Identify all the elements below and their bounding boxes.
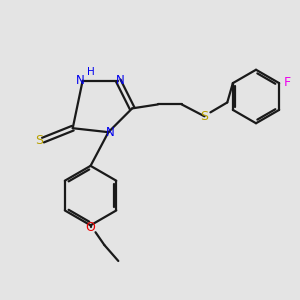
- Text: S: S: [35, 134, 43, 147]
- Text: N: N: [76, 74, 85, 87]
- Text: H: H: [87, 67, 94, 77]
- Text: N: N: [106, 126, 115, 139]
- Text: S: S: [200, 110, 208, 123]
- Text: N: N: [116, 74, 125, 87]
- Text: O: O: [85, 221, 95, 234]
- Text: F: F: [284, 76, 291, 88]
